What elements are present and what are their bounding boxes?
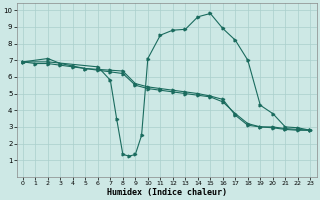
X-axis label: Humidex (Indice chaleur): Humidex (Indice chaleur) xyxy=(107,188,227,197)
